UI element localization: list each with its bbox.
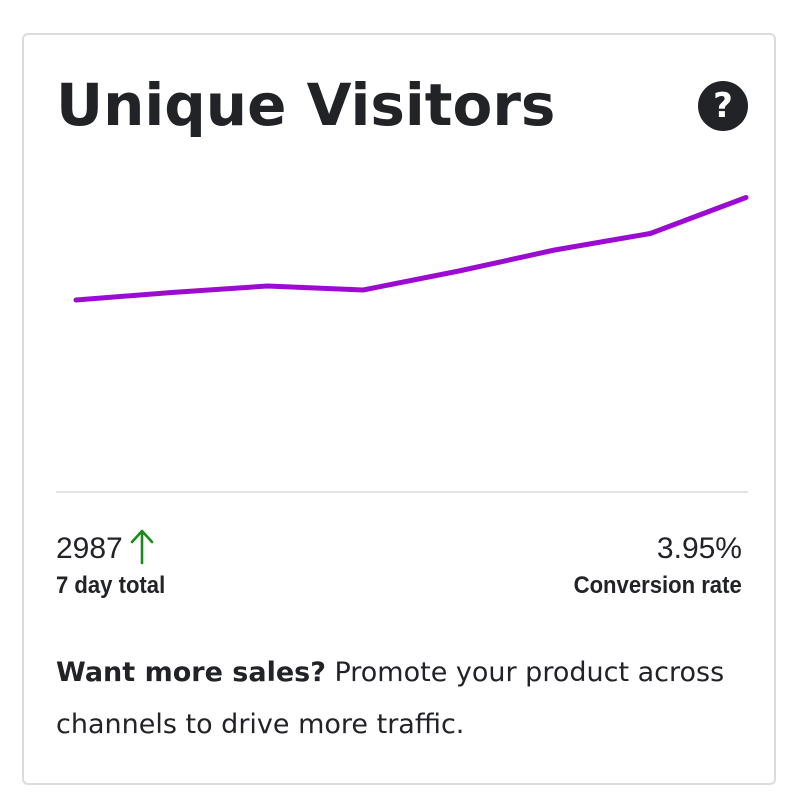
series-line — [73, 195, 749, 303]
seven-day-total-stat: 2987 7 day total — [56, 527, 175, 601]
conversion-rate-stat: 3.95% Conversion rate — [559, 527, 742, 601]
seven-day-total-label: 7 day total — [56, 572, 166, 599]
seven-day-total-value: 2987 — [56, 532, 123, 565]
conversion-rate-value: 3.95% — [656, 532, 742, 565]
promo-message: Want more sales? Promote your product ac… — [56, 647, 748, 751]
promo-text: Promote your product across channels to … — [56, 657, 725, 740]
conversion-rate-label: Conversion rate — [573, 572, 742, 599]
promo-heading: Want more sales? — [56, 657, 326, 688]
arrow-up-icon — [130, 529, 154, 565]
visitors-line-chart — [56, 165, 749, 465]
unique-visitors-card: Unique Visitors ? 2987 7 day total 3.95%… — [22, 33, 776, 785]
card-title: Unique Visitors — [56, 71, 556, 139]
divider — [56, 491, 748, 493]
chart-svg — [73, 195, 749, 303]
help-icon[interactable]: ? — [698, 81, 748, 131]
